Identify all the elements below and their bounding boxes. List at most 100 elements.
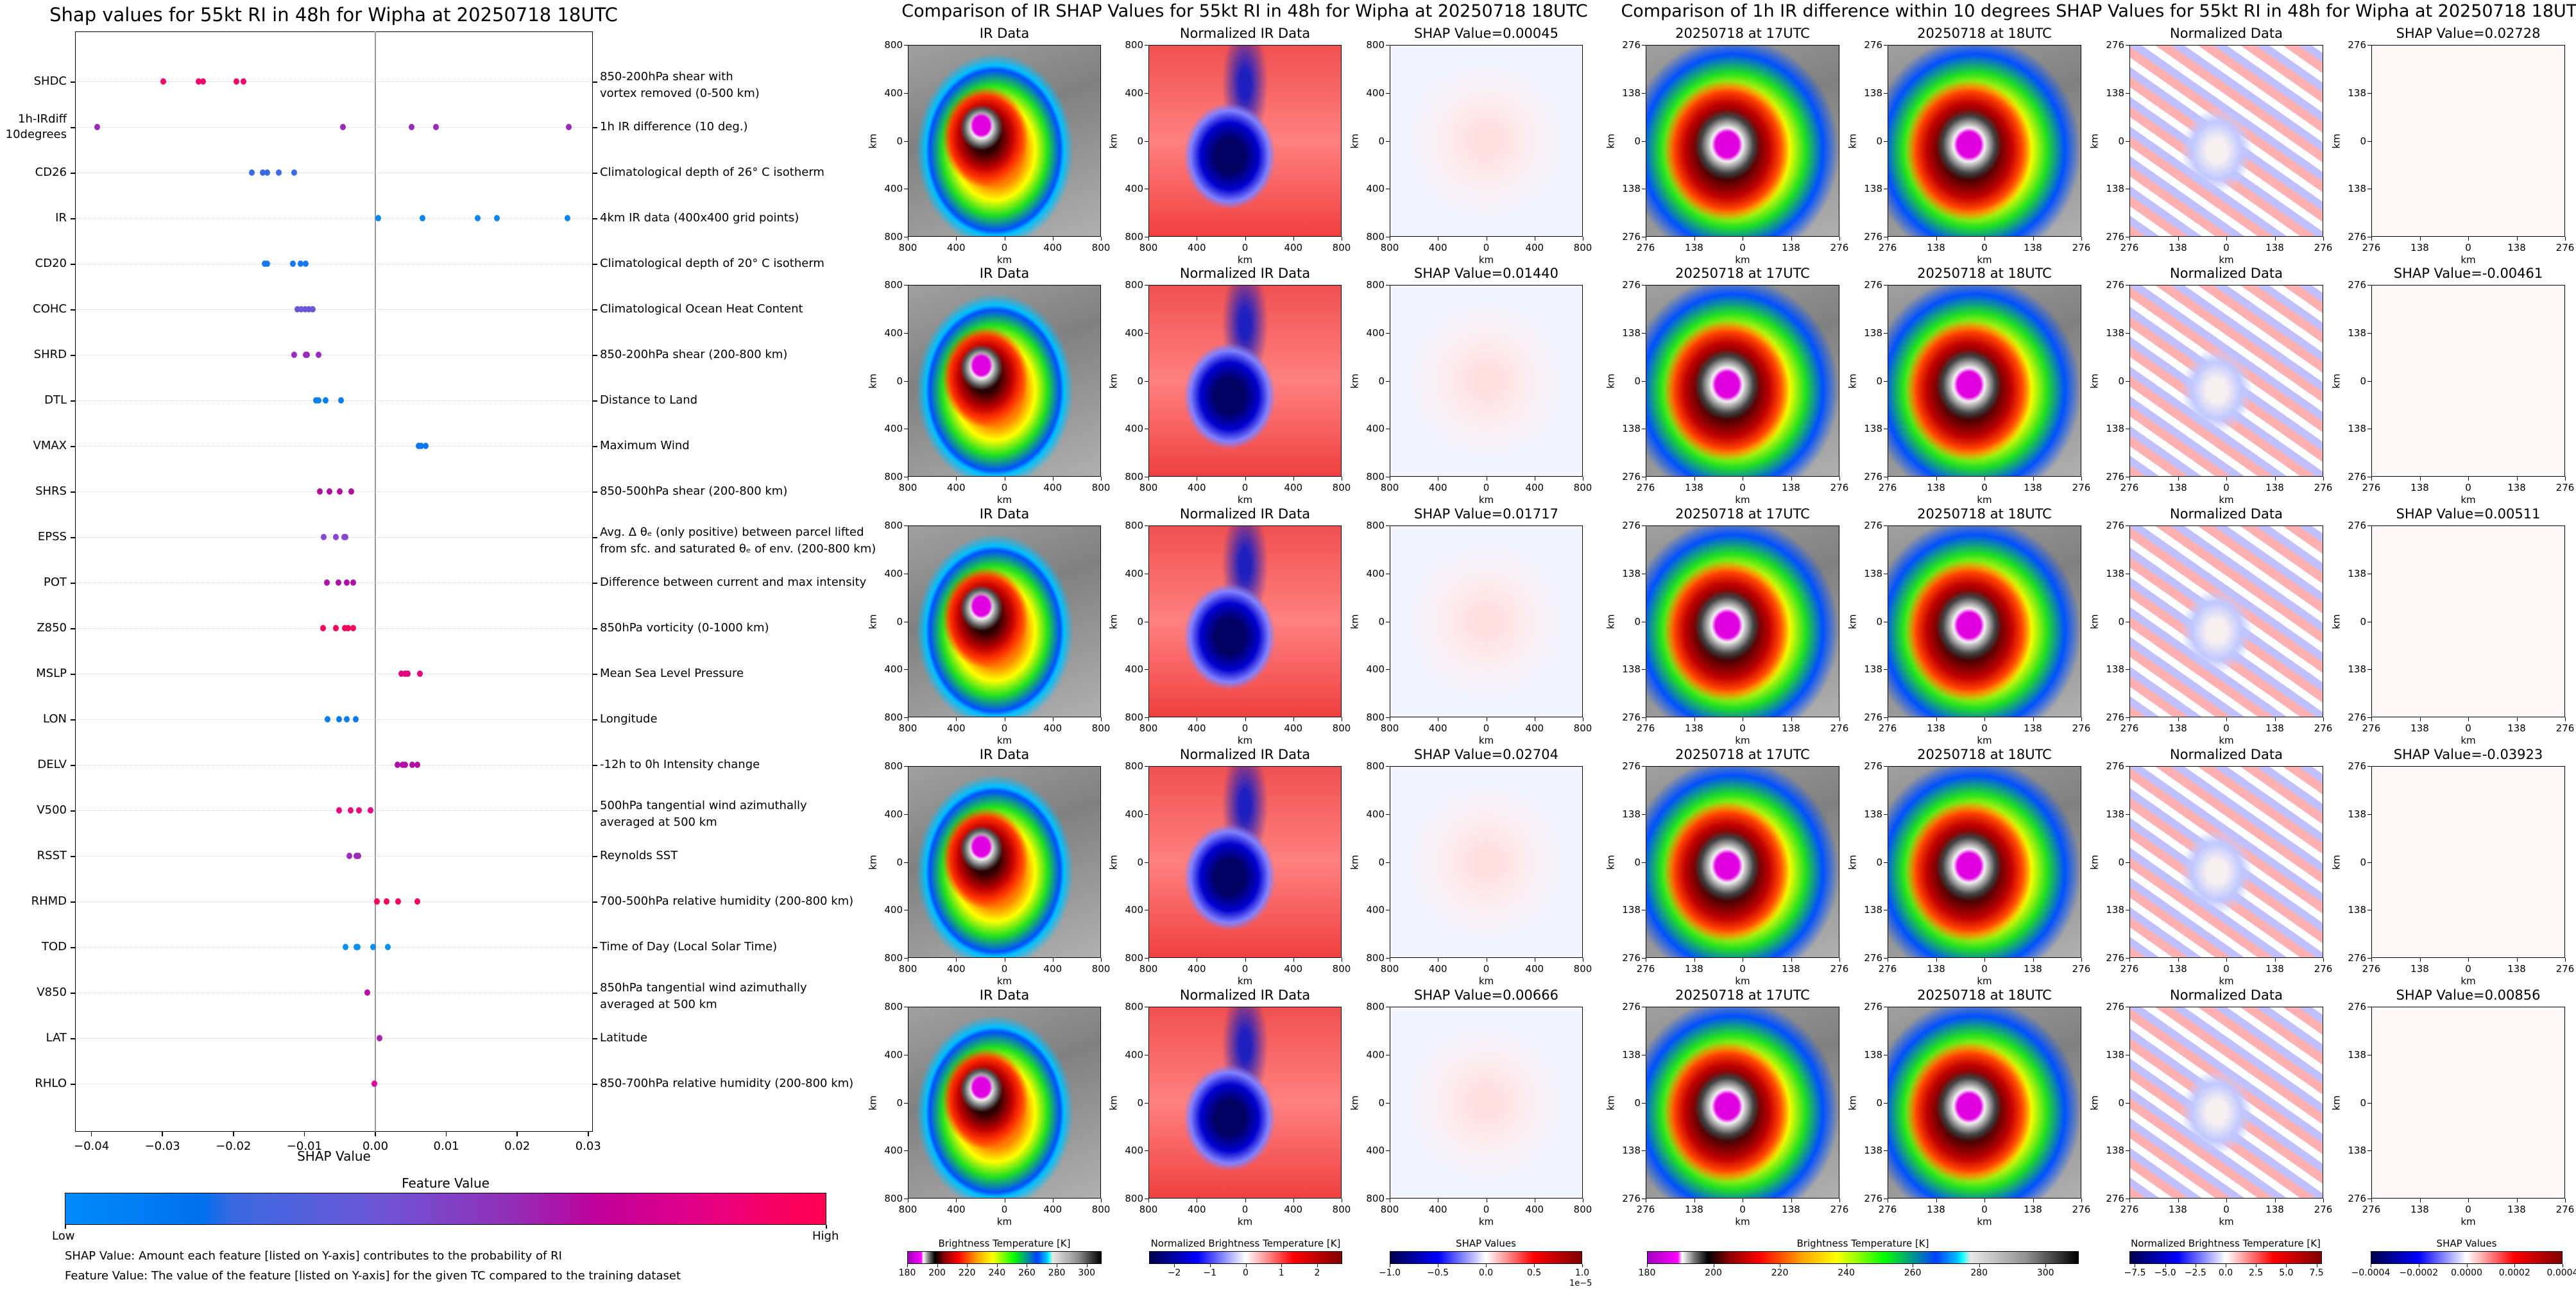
shap-point: [343, 944, 349, 950]
y-tick-label: 400: [1125, 808, 1143, 820]
shap-point: [420, 215, 426, 221]
x-tick-label: 276: [2314, 722, 2333, 734]
x-tick: [2178, 717, 2179, 721]
x-tick: [1791, 237, 1792, 241]
shap-point: [341, 625, 348, 631]
x-tick: [2371, 477, 2372, 481]
y-tick-label: 0: [1634, 375, 1641, 387]
x-tick: [1694, 1199, 1695, 1202]
y-tick-label: 138: [2106, 1145, 2124, 1157]
colorbar-tick: [1534, 1264, 1535, 1267]
x-tick: [588, 1132, 589, 1136]
x-tick-label: 0: [1241, 1204, 1249, 1215]
x-tick: [2226, 477, 2227, 481]
x-tick: [1101, 237, 1102, 241]
y-axis-label: km: [1605, 373, 1617, 389]
gridline: [76, 81, 592, 82]
y-tick: [904, 380, 908, 382]
x-tick-label: 276: [2314, 1204, 2333, 1215]
x-tick: [1936, 717, 1937, 721]
x-tick-label: 800: [1380, 963, 1399, 975]
x-tick-label: 800: [898, 722, 917, 734]
x-tick-label: 138: [2265, 722, 2284, 734]
y-tick-label: 276: [2348, 712, 2366, 723]
y-tick-label: 276: [1622, 279, 1641, 291]
gridline: [76, 856, 592, 857]
x-axis-label: km: [1977, 1216, 1992, 1227]
y-axis-label: km: [2088, 133, 2101, 149]
y-tick-label: 0: [1634, 615, 1641, 627]
y-tick-label: 138: [1622, 87, 1641, 99]
x-tick-label: 800: [1380, 722, 1399, 734]
y-tick-label: 0: [1634, 1097, 1641, 1109]
y-tick-label: 276: [1864, 39, 1882, 51]
feature-label: Z850: [37, 621, 67, 635]
x-tick-label: 0: [1483, 1204, 1490, 1215]
y-tick: [1145, 45, 1148, 46]
x-tick-label: 276: [2314, 242, 2333, 253]
x-tick-label: 276: [1830, 482, 1849, 493]
y-axis-label: km: [1349, 613, 1361, 629]
x-tick-label: 400: [1428, 242, 1447, 253]
x-tick-label: 138: [1927, 482, 1945, 493]
shap-image: [2371, 1007, 2565, 1199]
y-tick-label: 0: [2360, 615, 2366, 627]
shap-point: [335, 579, 341, 586]
panel-title: SHAP Value=0.02704: [1414, 747, 1558, 762]
x-tick-label: 0.02: [504, 1140, 531, 1153]
y-tick-label: 0: [2118, 856, 2124, 868]
norm-image: [2129, 1007, 2323, 1199]
y-tick-label: 400: [1125, 567, 1143, 579]
feature-label: CD20: [35, 257, 67, 270]
feature-description: -12h to 0h Intensity change: [600, 758, 760, 771]
panel-title: SHAP Value=0.01440: [1414, 266, 1558, 281]
x-tick-label: 800: [1380, 242, 1399, 253]
x-tick: [1839, 958, 1840, 962]
x-tick-label: 0: [1739, 482, 1746, 493]
x-tick-label: 400: [1525, 722, 1544, 734]
colorbar-tick-label: 1: [1278, 1268, 1284, 1278]
y-tick-label: 400: [1366, 423, 1385, 435]
y-tick: [71, 264, 75, 265]
y-tick-label: 276: [2348, 1001, 2366, 1012]
x-tick: [2129, 1199, 2130, 1202]
x-tick: [2033, 958, 2034, 962]
x-tick-label: 138: [1685, 482, 1703, 493]
colorbar-tick-label: −2.5: [2184, 1268, 2206, 1278]
x-tick-label: 400: [946, 482, 966, 493]
y-tick-label: 138: [1622, 1145, 1641, 1157]
y-tick-label: 138: [2348, 663, 2366, 676]
y-tick-label: 400: [884, 567, 903, 579]
y-tick-label: 276: [2348, 760, 2366, 772]
feature-label: RHLO: [35, 1077, 67, 1090]
y-tick: [71, 719, 75, 721]
y-tick-label: 400: [1366, 1048, 1385, 1061]
y-tick: [904, 1102, 908, 1104]
y-tick: [71, 81, 75, 83]
y-tick: [2367, 862, 2371, 863]
shap-point: [350, 579, 357, 586]
y-tick-label: 400: [1125, 87, 1143, 99]
y-tick-right: [593, 628, 597, 629]
y-tick-label: 276: [2106, 39, 2124, 51]
y-tick-right: [593, 491, 597, 493]
y-tick: [1386, 525, 1390, 526]
colorbar-tick: [2045, 1264, 2047, 1267]
colorbar-tick-high: [826, 1225, 827, 1229]
y-tick: [1884, 141, 1888, 142]
y-tick: [904, 766, 908, 767]
y-tick: [71, 856, 75, 857]
x-tick: [90, 1132, 92, 1136]
shap-point: [414, 898, 420, 905]
y-tick-label: 276: [1622, 952, 1641, 964]
x-tick-label: 400: [1187, 1204, 1206, 1215]
y-tick-label: 138: [2106, 87, 2124, 99]
x-tick-label: 800: [898, 963, 917, 975]
y-tick-label: 800: [884, 712, 903, 723]
colorbar-tick-label: 0.0002: [2498, 1268, 2530, 1278]
y-tick-label: 800: [1125, 712, 1143, 723]
x-tick-label: 276: [1830, 963, 1849, 975]
y-tick: [71, 628, 75, 629]
feature-label: MSLP: [36, 667, 67, 680]
y-tick: [71, 1038, 75, 1039]
